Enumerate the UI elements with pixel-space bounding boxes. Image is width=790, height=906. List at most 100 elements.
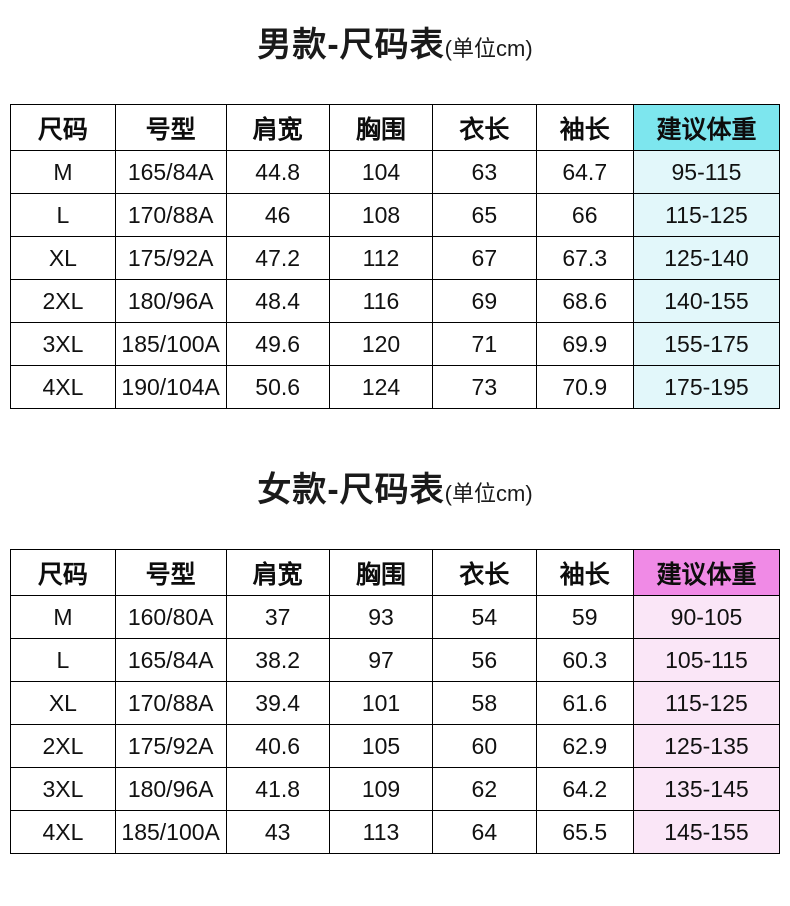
table-row: L 165/84A 38.2 97 56 60.3 105-115: [10, 638, 781, 682]
table-cell: 62.9: [535, 724, 634, 768]
column-header: 建议体重: [632, 104, 781, 151]
table-row: XL 170/88A 39.4 101 58 61.6 115-125: [10, 681, 781, 725]
table-cell: 66: [535, 193, 634, 237]
table-cell: 105: [328, 724, 434, 768]
column-header: 尺码: [10, 104, 116, 151]
table-cell: 64.2: [535, 767, 634, 811]
table-cell: 50.6: [225, 365, 330, 409]
table-cell: 37: [225, 595, 330, 639]
table-cell: L: [10, 638, 116, 682]
table-cell: 67: [432, 236, 537, 280]
table-cell: 135-145: [632, 767, 781, 811]
table-cell: 101: [328, 681, 434, 725]
table-cell: 160/80A: [114, 595, 227, 639]
table-cell: 70.9: [535, 365, 634, 409]
table-cell: 65.5: [535, 810, 634, 854]
column-header: 尺码: [10, 549, 116, 596]
womens-size-table: 尺码 号型 肩宽 胸围 衣长 袖长 建议体重 M 160/80A 37 93 54 59 90-105 L 1…: [10, 549, 781, 854]
womens-size-chart-section: 女款-尺码表(单位cm) 尺码 号型 肩宽 胸围 衣长 袖长 建议体重 M 160/80A 37 9…: [10, 471, 781, 854]
table-cell: 48.4: [225, 279, 330, 323]
table-cell: 170/88A: [114, 193, 227, 237]
table-cell: 2XL: [10, 724, 116, 768]
table-cell: 61.6: [535, 681, 634, 725]
table-cell: 165/84A: [114, 638, 227, 682]
table-cell: 40.6: [225, 724, 330, 768]
mens-chart-unit-label: (单位cm): [444, 36, 533, 61]
table-cell: 43: [225, 810, 330, 854]
table-cell: 90-105: [632, 595, 781, 639]
womens-chart-title-text: 女款-尺码表: [257, 471, 445, 509]
table-cell: 180/96A: [114, 279, 227, 323]
table-cell: 39.4: [225, 681, 330, 725]
column-header: 胸围: [328, 104, 434, 151]
table-cell: 124: [328, 365, 434, 409]
table-cell: 3XL: [10, 767, 116, 811]
table-cell: 116: [328, 279, 434, 323]
table-cell: 56: [432, 638, 537, 682]
table-cell: 125-140: [632, 236, 781, 280]
mens-size-chart-section: 男款-尺码表(单位cm) 尺码 号型 肩宽 胸围 衣长 袖长 建议体重 M 165/84A 44.…: [10, 26, 781, 409]
table-cell: 105-115: [632, 638, 781, 682]
table-cell: 165/84A: [114, 150, 227, 194]
table-cell: XL: [10, 681, 116, 725]
column-header: 号型: [114, 104, 227, 151]
table-row: XL 175/92A 47.2 112 67 67.3 125-140: [10, 236, 781, 280]
table-cell: 3XL: [10, 322, 116, 366]
table-cell: 125-135: [632, 724, 781, 768]
column-header: 肩宽: [225, 549, 330, 596]
mens-size-table: 尺码 号型 肩宽 胸围 衣长 袖长 建议体重 M 165/84A 44.8 104 63 64.7 95-…: [10, 104, 781, 409]
table-cell: 180/96A: [114, 767, 227, 811]
table-cell: 62: [432, 767, 537, 811]
table-cell: 64: [432, 810, 537, 854]
table-cell: 46: [225, 193, 330, 237]
mens-chart-title-text: 男款-尺码表: [257, 26, 445, 64]
column-header: 肩宽: [225, 104, 330, 151]
column-header: 衣长: [432, 549, 537, 596]
table-cell: XL: [10, 236, 116, 280]
table-row: 4XL 190/104A 50.6 124 73 70.9 175-195: [10, 365, 781, 409]
table-cell: 65: [432, 193, 537, 237]
table-cell: 95-115: [632, 150, 781, 194]
table-row: 3XL 185/100A 49.6 120 71 69.9 155-175: [10, 322, 781, 366]
table-row: M 160/80A 37 93 54 59 90-105: [10, 595, 781, 639]
table-cell: 113: [328, 810, 434, 854]
table-cell: 68.6: [535, 279, 634, 323]
table-cell: 73: [432, 365, 537, 409]
womens-chart-title: 女款-尺码表(单位cm): [10, 471, 780, 513]
table-cell: 155-175: [632, 322, 781, 366]
table-cell: 58: [432, 681, 537, 725]
table-cell: 115-125: [632, 193, 781, 237]
table-row: 4XL 185/100A 43 113 64 65.5 145-155: [10, 810, 781, 854]
table-cell: 115-125: [632, 681, 781, 725]
table-cell: 190/104A: [114, 365, 227, 409]
table-row: 2XL 175/92A 40.6 105 60 62.9 125-135: [10, 724, 781, 768]
table-cell: 120: [328, 322, 434, 366]
table-cell: 185/100A: [114, 322, 227, 366]
table-cell: 175-195: [632, 365, 781, 409]
table-cell: 63: [432, 150, 537, 194]
table-cell: 41.8: [225, 767, 330, 811]
table-cell: 104: [328, 150, 434, 194]
table-cell: 71: [432, 322, 537, 366]
table-cell: 175/92A: [114, 724, 227, 768]
table-cell: 60: [432, 724, 537, 768]
table-row: 2XL 180/96A 48.4 116 69 68.6 140-155: [10, 279, 781, 323]
header-row: 尺码 号型 肩宽 胸围 衣长 袖长 建议体重: [10, 549, 781, 596]
table-cell: 54: [432, 595, 537, 639]
table-cell: 108: [328, 193, 434, 237]
column-header: 袖长: [535, 549, 634, 596]
table-cell: 170/88A: [114, 681, 227, 725]
table-cell: 44.8: [225, 150, 330, 194]
table-cell: 69.9: [535, 322, 634, 366]
table-cell: 60.3: [535, 638, 634, 682]
table-cell: 49.6: [225, 322, 330, 366]
table-cell: 4XL: [10, 365, 116, 409]
table-cell: 64.7: [535, 150, 634, 194]
table-cell: 140-155: [632, 279, 781, 323]
table-cell: 185/100A: [114, 810, 227, 854]
table-cell: M: [10, 595, 116, 639]
column-header: 建议体重: [632, 549, 781, 596]
table-cell: M: [10, 150, 116, 194]
table-cell: 59: [535, 595, 634, 639]
